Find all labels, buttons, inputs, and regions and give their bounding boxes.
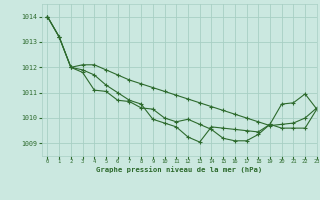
- X-axis label: Graphe pression niveau de la mer (hPa): Graphe pression niveau de la mer (hPa): [96, 167, 262, 173]
